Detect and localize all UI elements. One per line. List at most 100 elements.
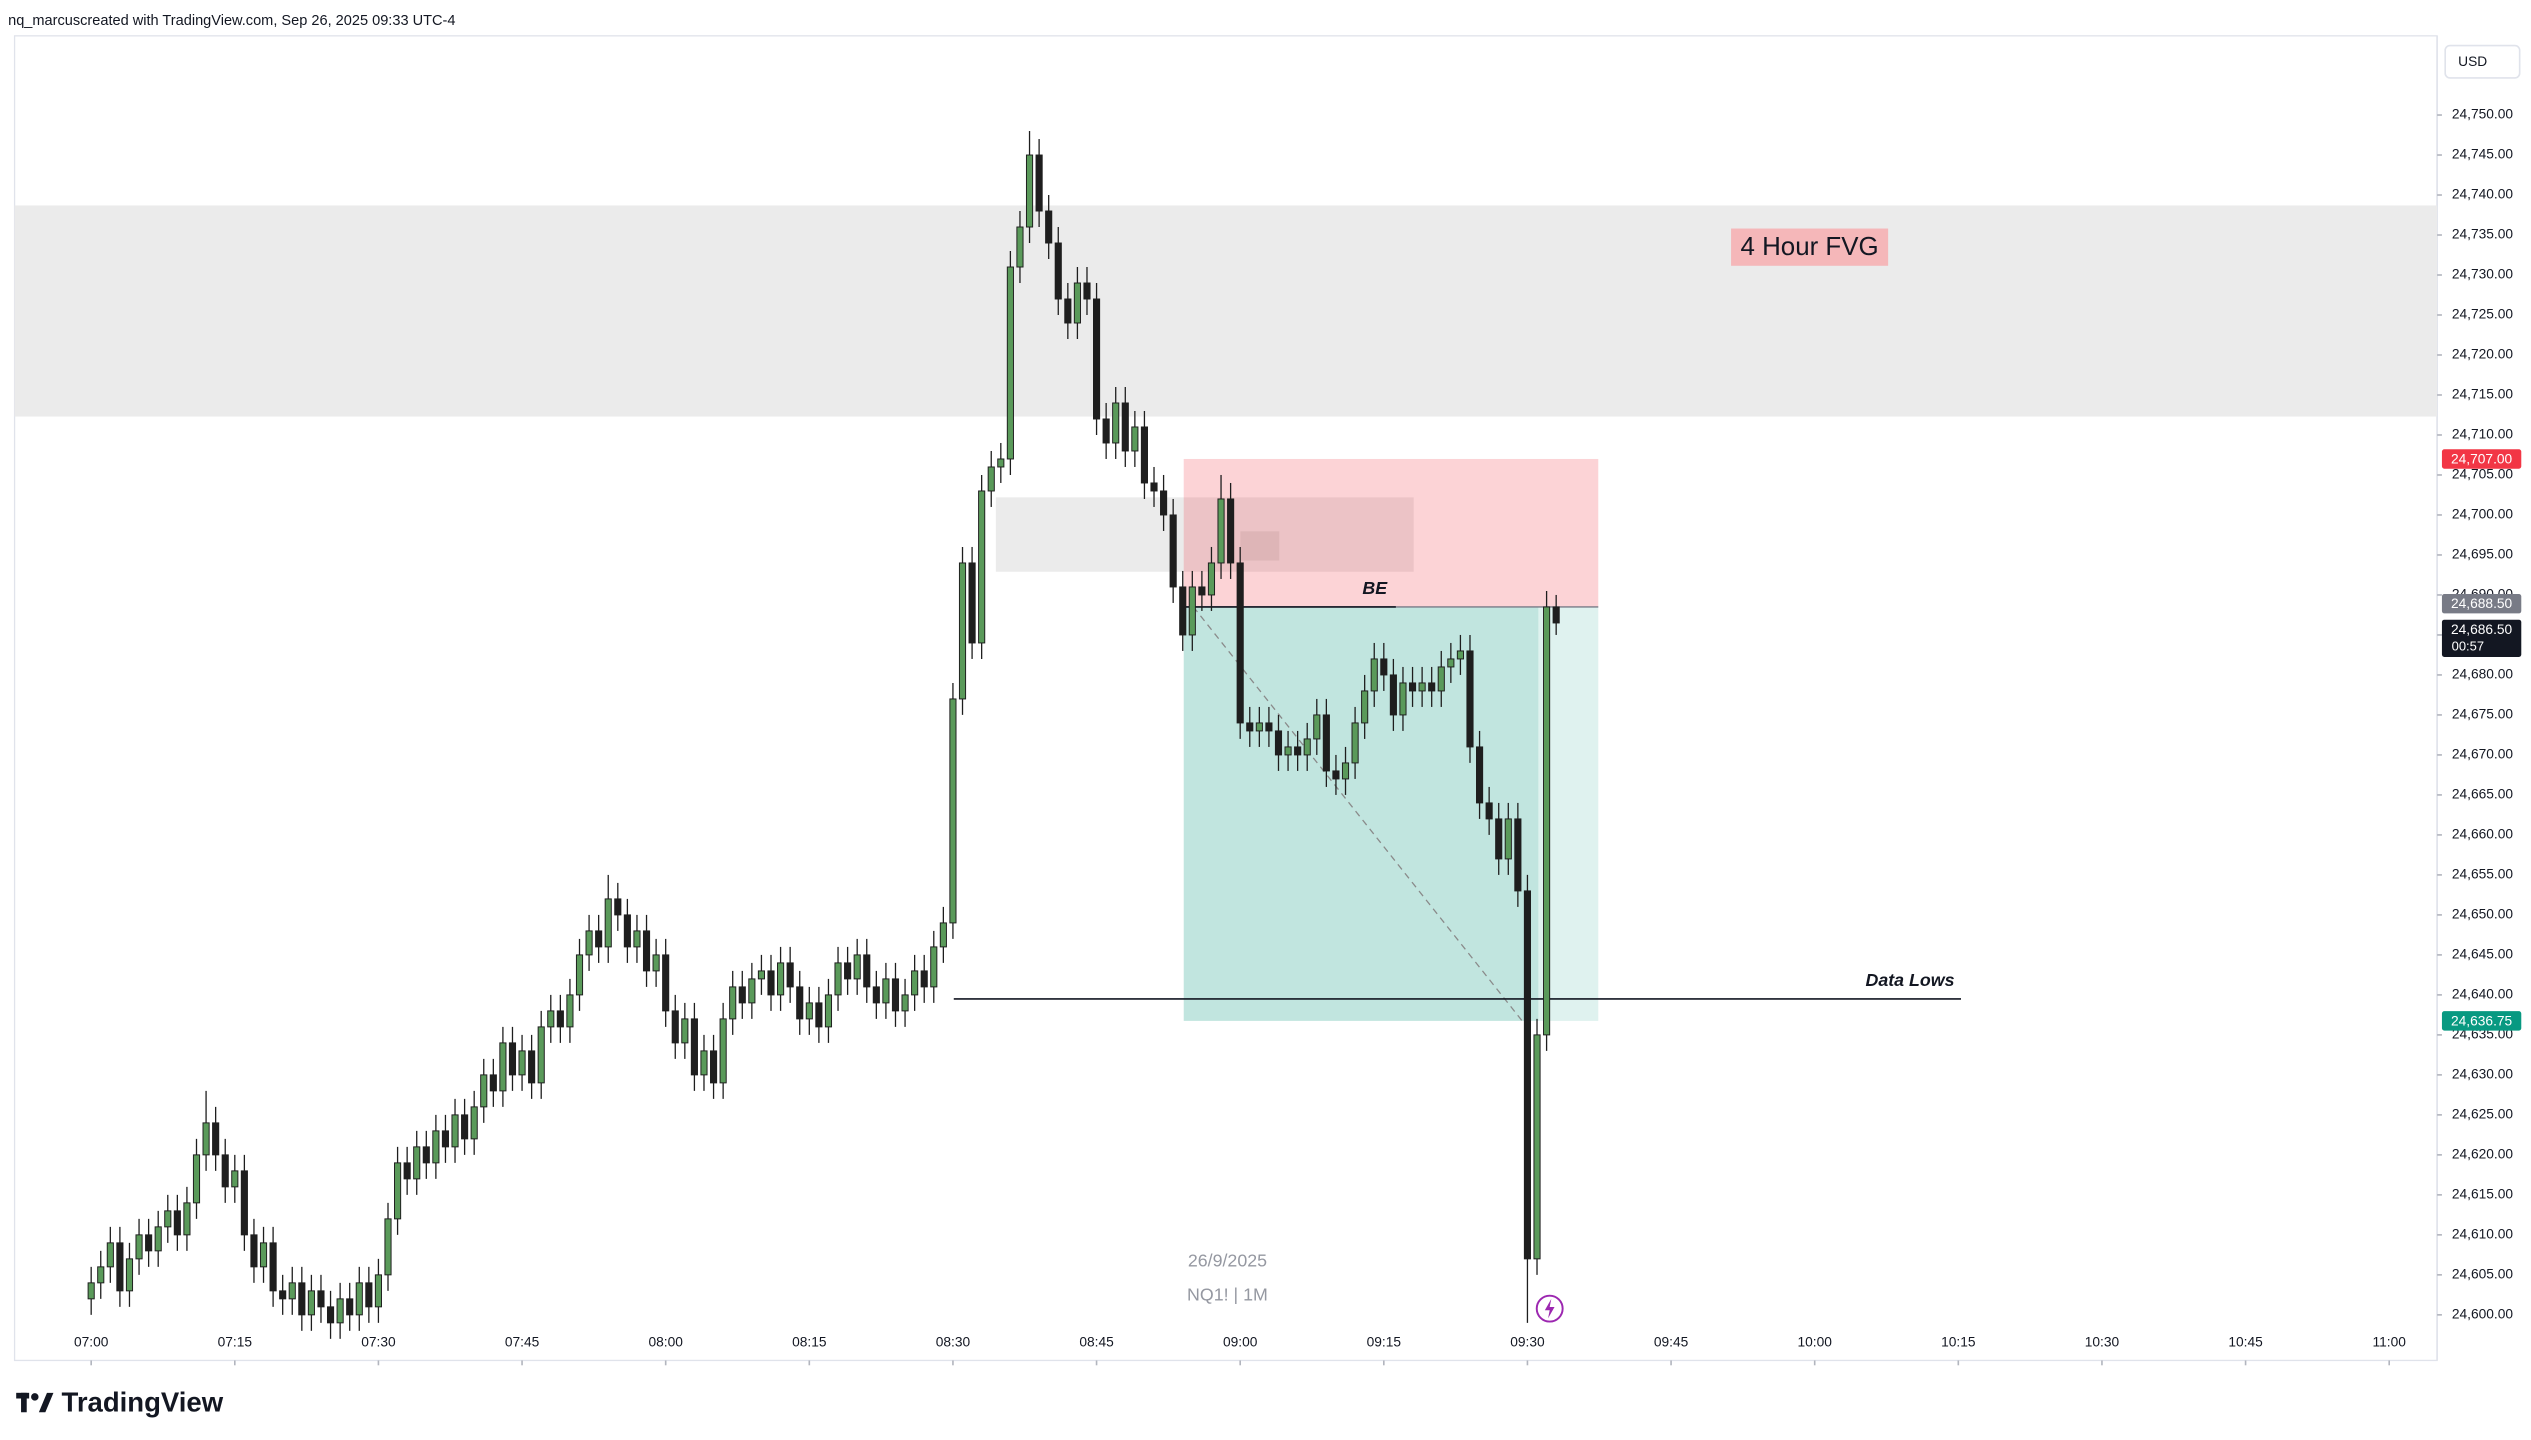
candle-body	[374, 1274, 382, 1308]
candle-body	[1552, 606, 1560, 624]
zone-label-bg	[1731, 228, 1889, 266]
candle-body	[1160, 490, 1168, 516]
y-tick-label: 24,750.00	[2452, 107, 2514, 122]
date-watermark: 26/9/2025	[1188, 1250, 1267, 1270]
candle-body	[824, 994, 833, 1028]
candle-body	[930, 946, 938, 988]
candle-body	[1054, 242, 1062, 300]
candle-body	[422, 1146, 430, 1164]
candle-body	[700, 1050, 708, 1076]
y-tick-label: 24,610.00	[2452, 1227, 2514, 1242]
candle-body	[987, 466, 995, 492]
y-tick-label: 24,605.00	[2452, 1266, 2514, 1281]
candle-body	[815, 1002, 823, 1028]
candle-body	[116, 1242, 124, 1292]
candle-body	[1456, 650, 1464, 660]
candle-body	[671, 1010, 679, 1044]
candle-body	[164, 1210, 172, 1228]
x-tick-label: 10:15	[1941, 1334, 1976, 1349]
x-tick-label: 08:45	[1079, 1334, 1114, 1349]
candle-body	[346, 1298, 354, 1316]
x-tick-label: 08:30	[936, 1334, 971, 1349]
candle-body	[796, 986, 804, 1020]
candle-body	[183, 1202, 191, 1236]
candle-body	[1131, 426, 1139, 452]
candle-body	[1140, 426, 1149, 484]
candle-body	[920, 970, 928, 988]
y-tick-label: 24,615.00	[2452, 1187, 2514, 1202]
x-tick-label: 07:45	[505, 1334, 540, 1349]
x-tick-label: 07:00	[74, 1334, 109, 1349]
candle-body	[154, 1226, 162, 1252]
price-label: 24,688.50	[2451, 596, 2513, 611]
y-tick-label: 24,640.00	[2452, 987, 2514, 1002]
candle-body	[911, 970, 919, 996]
level-label: Data Lows	[1866, 970, 1955, 990]
currency-button[interactable]	[2444, 44, 2521, 79]
candle-body	[528, 1050, 536, 1084]
y-tick-label: 24,745.00	[2452, 147, 2514, 162]
symbol-watermark: NQ1! | 1M	[1187, 1284, 1268, 1304]
x-tick-label: 07:15	[218, 1334, 253, 1349]
candle-body	[461, 1114, 469, 1140]
candle-body	[145, 1234, 153, 1252]
candle-body	[394, 1162, 402, 1220]
candle-body	[1121, 402, 1129, 452]
candle-body	[642, 930, 651, 972]
candle-body	[978, 490, 986, 644]
candle-body	[1370, 658, 1378, 692]
candle-body	[1514, 818, 1522, 892]
candle-body	[470, 1106, 478, 1140]
candle-body	[1466, 650, 1474, 748]
candle-body	[384, 1218, 392, 1276]
x-tick-label: 08:00	[648, 1334, 683, 1349]
candle-body	[365, 1282, 373, 1308]
currency[interactable]: USD	[2458, 54, 2487, 69]
candle-body	[192, 1154, 201, 1204]
candle-body	[1188, 586, 1196, 636]
price-label-bg	[2441, 593, 2522, 614]
candle-body	[1246, 722, 1254, 732]
replay-icon[interactable]	[1535, 1294, 1564, 1323]
candle-body	[480, 1074, 488, 1108]
candle-body	[1408, 682, 1417, 692]
header: nq_marcuscreated with TradingView.com, S…	[8, 13, 455, 29]
candle-body	[298, 1282, 306, 1316]
candle-body	[863, 954, 871, 988]
candle-body	[633, 930, 641, 948]
x-tick-label: 09:15	[1367, 1334, 1402, 1349]
candle-body	[1543, 606, 1551, 1036]
candle-body	[1083, 282, 1091, 300]
candle-body	[1284, 746, 1292, 756]
candle-body	[623, 914, 631, 948]
candle-body	[106, 1242, 114, 1268]
y-tick-label: 24,700.00	[2452, 507, 2514, 522]
candle-body	[489, 1074, 497, 1092]
x-tick-label: 09:30	[1510, 1334, 1545, 1349]
candle-body	[307, 1290, 315, 1316]
candle-body	[1016, 226, 1024, 268]
zone-label: 4 Hour FVG	[1741, 233, 1879, 261]
candle-body	[882, 978, 890, 1004]
price-label-bg	[2441, 1011, 2522, 1031]
candle-body	[757, 970, 765, 980]
candle-body	[1322, 714, 1330, 772]
candle-body	[1179, 586, 1187, 636]
price-label: 24,707.00	[2451, 451, 2513, 466]
candle-body	[575, 954, 584, 996]
zone	[14, 205, 2438, 417]
candle-body	[777, 962, 785, 996]
candle-body	[326, 1306, 335, 1324]
candle-body	[1332, 770, 1340, 780]
candle-body	[1361, 690, 1369, 724]
candle-body	[872, 986, 880, 1004]
candle-body	[566, 994, 574, 1028]
candle-body	[451, 1114, 459, 1148]
last-price-bg	[2441, 619, 2522, 657]
candle-body	[958, 562, 967, 700]
candle-body	[748, 978, 756, 1004]
candle-body	[595, 930, 603, 948]
candle-body	[834, 962, 842, 996]
y-tick-label: 24,720.00	[2452, 347, 2514, 362]
candle-body	[1169, 514, 1177, 588]
